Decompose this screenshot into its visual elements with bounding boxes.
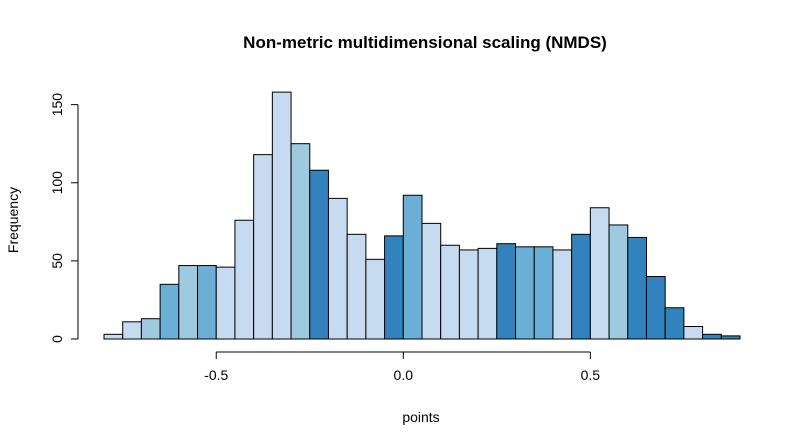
histogram-bar-25 bbox=[552, 249, 573, 340]
x-tick-label: -0.5 bbox=[204, 367, 228, 383]
histogram-bar-32 bbox=[683, 326, 704, 340]
histogram-bar-22 bbox=[496, 243, 517, 340]
histogram-bar-17 bbox=[402, 194, 423, 340]
histogram-bar-30 bbox=[645, 276, 666, 340]
y-tick-label: 150 bbox=[49, 93, 65, 117]
histogram-bar-1 bbox=[103, 333, 124, 340]
histogram-bar-24 bbox=[533, 246, 554, 340]
histogram-bar-27 bbox=[589, 207, 610, 340]
histogram-bar-5 bbox=[178, 265, 199, 340]
histogram-bar-12 bbox=[309, 169, 329, 340]
histogram-bar-31 bbox=[664, 307, 685, 340]
histogram-bar-2 bbox=[122, 321, 142, 340]
histogram-bar-3 bbox=[140, 318, 161, 340]
histogram-bar-29 bbox=[627, 236, 647, 340]
histogram-bar-18 bbox=[421, 222, 442, 340]
histogram-bar-15 bbox=[365, 258, 386, 340]
y-tick-label: 100 bbox=[49, 171, 65, 195]
x-axis-label: points bbox=[402, 409, 439, 425]
y-tick-label: 50 bbox=[49, 253, 65, 269]
histogram-bar-14 bbox=[346, 233, 367, 340]
histogram-bars bbox=[103, 91, 741, 340]
histogram-bar-16 bbox=[384, 235, 404, 340]
histogram-bar-6 bbox=[197, 265, 217, 340]
histogram-bar-10 bbox=[271, 91, 292, 340]
histogram-bar-11 bbox=[290, 143, 311, 340]
histogram-bar-23 bbox=[515, 246, 535, 340]
y-tick-label: 0 bbox=[49, 335, 65, 343]
histogram-bar-33 bbox=[702, 333, 722, 340]
histogram-bar-9 bbox=[253, 154, 273, 340]
histogram-bar-28 bbox=[608, 224, 629, 340]
y-axis-label: Frequency bbox=[5, 187, 21, 253]
x-tick-label: 0.5 bbox=[581, 367, 601, 383]
histogram-bar-26 bbox=[571, 233, 591, 340]
y-axis: 0 50 100 150 bbox=[49, 93, 79, 343]
histogram-bar-4 bbox=[159, 283, 180, 340]
histogram-bar-34 bbox=[720, 335, 741, 340]
chart-title: Non-metric multidimensional scaling (NMD… bbox=[243, 33, 607, 52]
histogram-bar-8 bbox=[234, 219, 255, 340]
histogram-bar-7 bbox=[215, 266, 236, 340]
histogram-bar-19 bbox=[440, 244, 460, 340]
histogram-bar-13 bbox=[327, 197, 348, 340]
histogram-bar-21 bbox=[477, 247, 498, 340]
histogram-bar-20 bbox=[458, 249, 479, 340]
x-axis: -0.5 0.0 0.5 bbox=[204, 351, 601, 383]
x-tick-label: 0.0 bbox=[394, 367, 414, 383]
